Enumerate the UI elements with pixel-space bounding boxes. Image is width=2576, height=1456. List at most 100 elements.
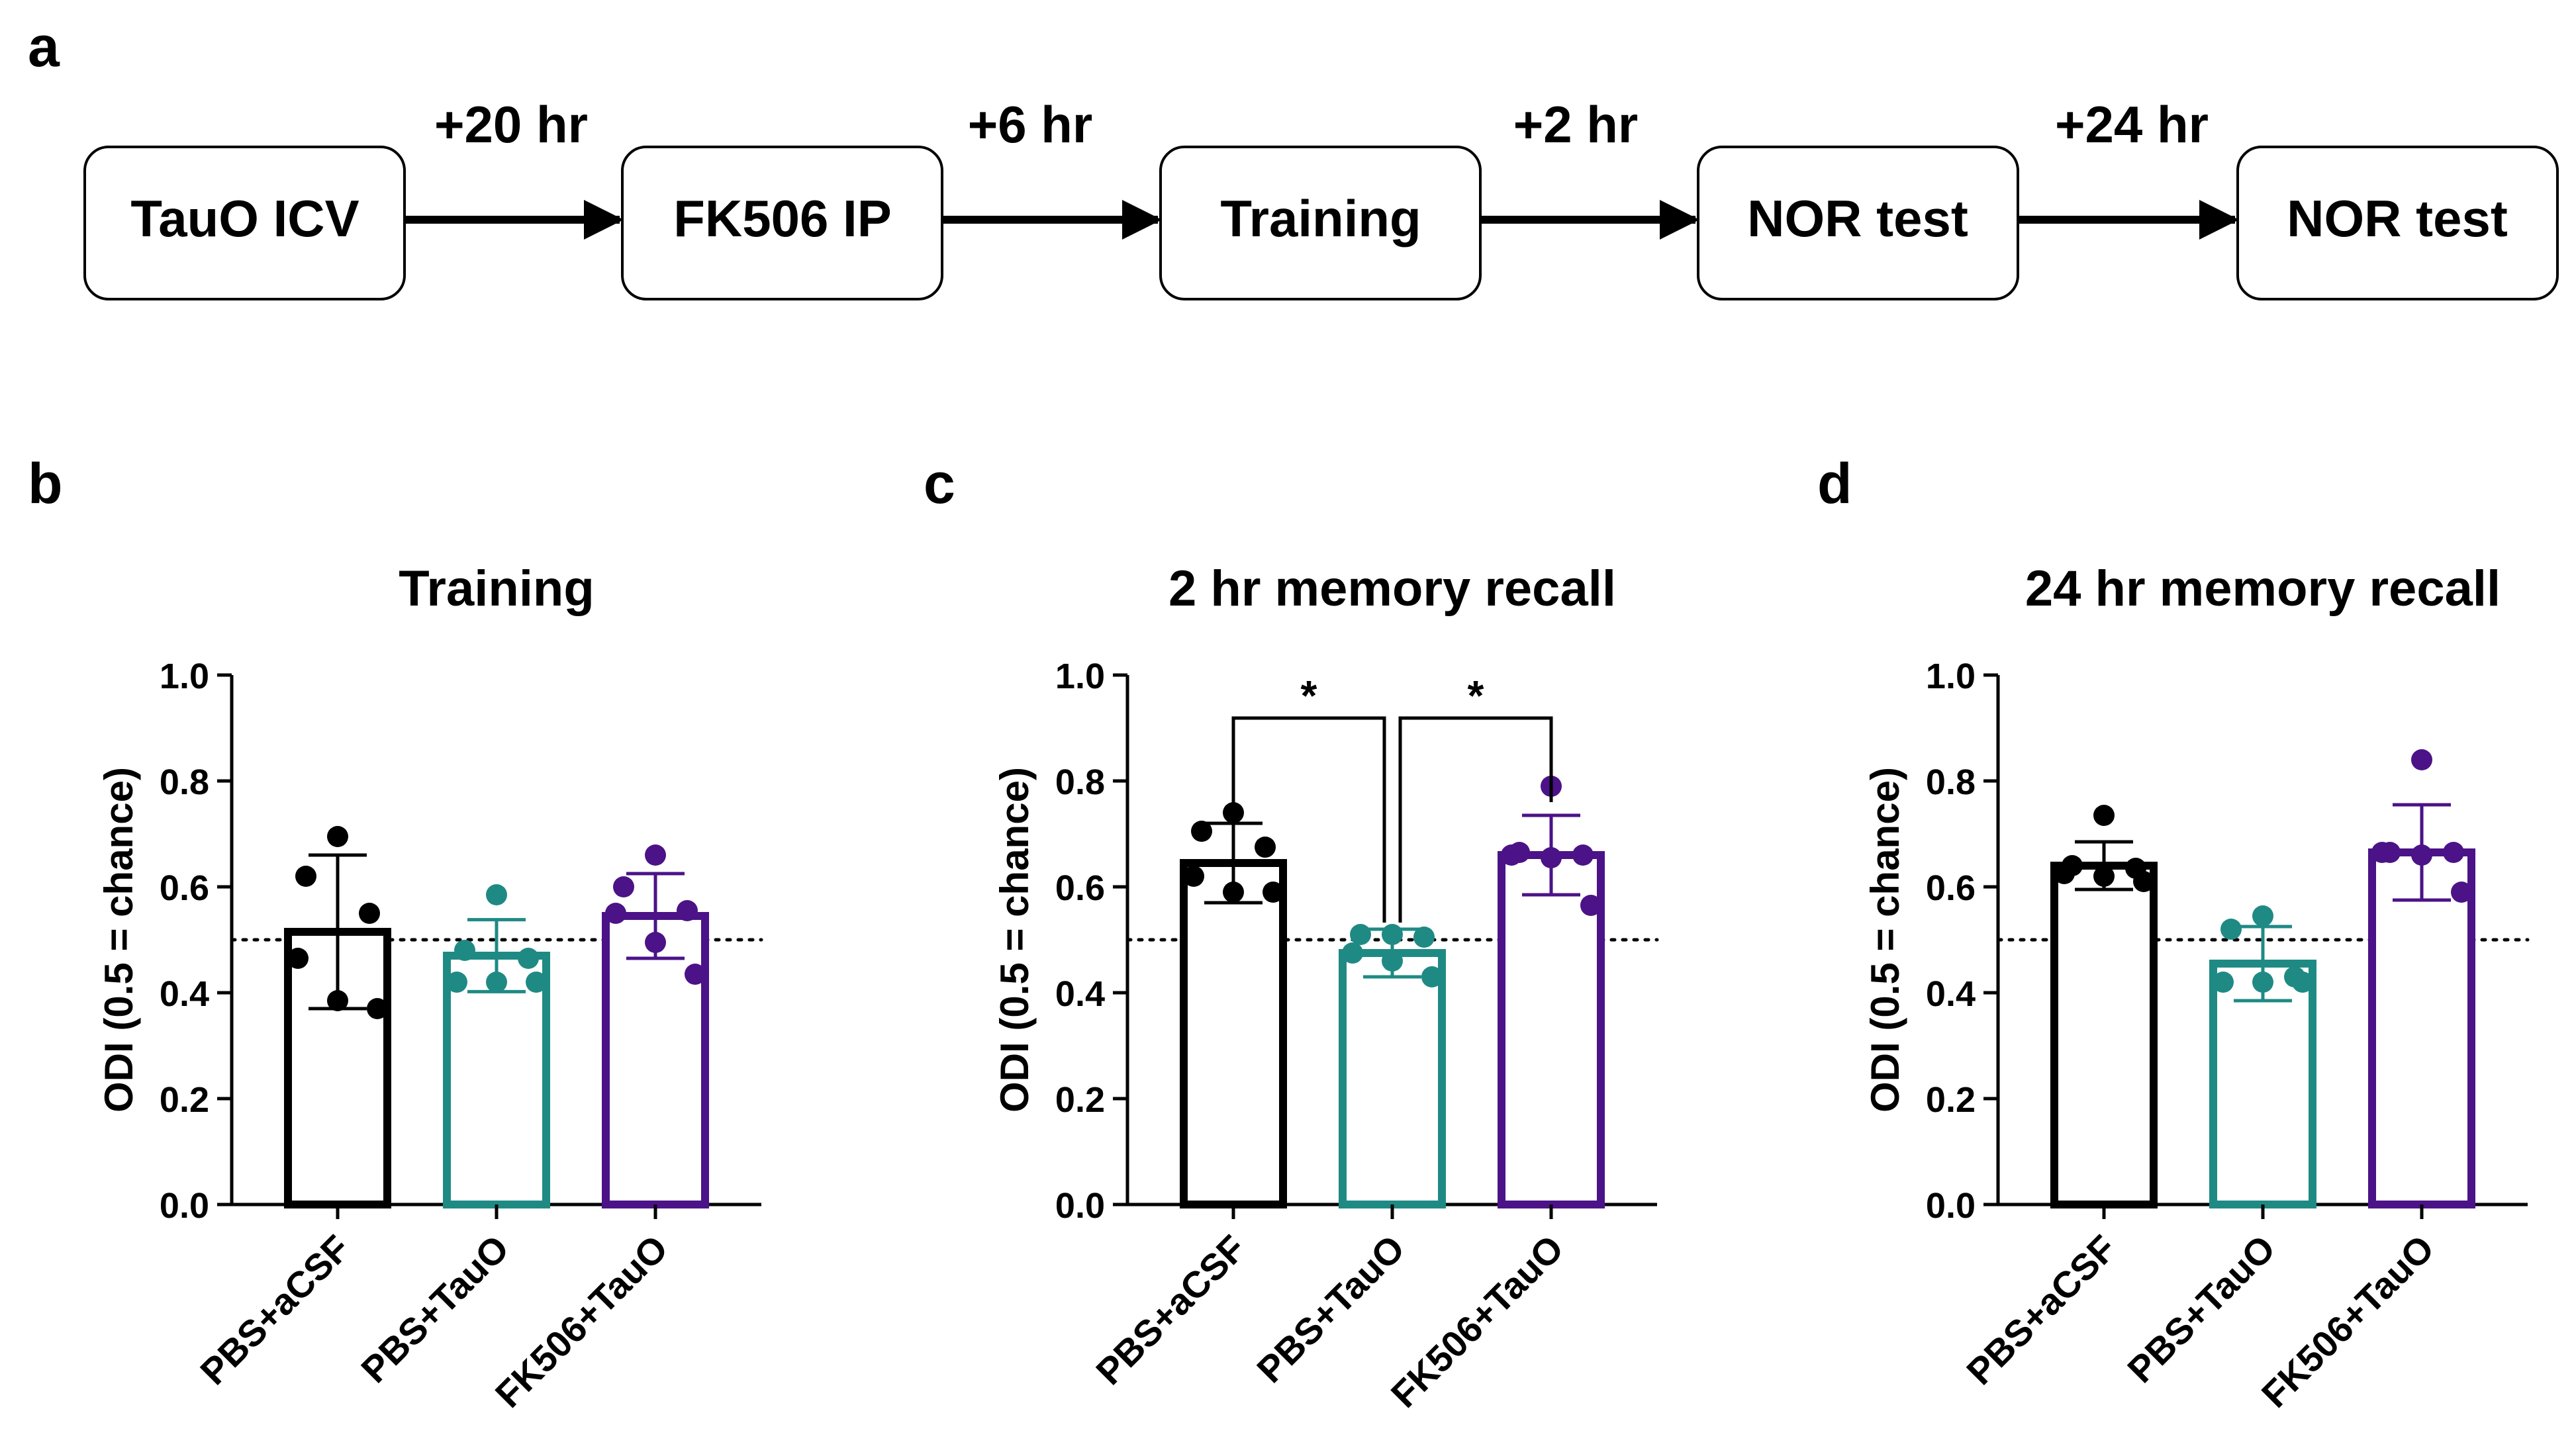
data-point [2252, 905, 2273, 927]
y-tick-label: 0.0 [1926, 1186, 1976, 1226]
significance-bracket [1398, 716, 1553, 923]
x-tick-label: PBS+TauO [353, 1227, 516, 1390]
y-tick-label: 0.6 [160, 868, 209, 908]
data-point [2220, 919, 2242, 940]
y-tick-label: 0.4 [1926, 974, 1976, 1014]
y-tick-label: 0.0 [160, 1186, 209, 1226]
timeline-box-2-label: FK506 IP [673, 189, 891, 248]
data-point [1183, 866, 1204, 887]
x-tick-label: PBS+TauO [1249, 1227, 1412, 1390]
data-point [295, 866, 316, 887]
bar-PBS+aCSF [1180, 859, 1287, 1208]
chart-title: 2 hr memory recall [1169, 561, 1616, 617]
interval-label-1: +20 hr [434, 95, 588, 154]
y-tick-label: 1.0 [160, 657, 209, 696]
chart-title: 24 hr memory recall [2025, 561, 2501, 617]
y-axis-label: ODI (0.5 = chance) [992, 767, 1037, 1113]
data-point [645, 932, 666, 953]
data-point [486, 884, 507, 905]
data-point [446, 972, 467, 993]
timeline-box-4-label: NOR test [1747, 189, 1968, 248]
data-point [2133, 871, 2154, 892]
data-point [2451, 882, 2472, 903]
chart-title: Training [399, 561, 595, 617]
y-tick-label: 0.6 [1055, 868, 1105, 908]
data-point [677, 900, 698, 921]
timeline-box-1-label: TauO ICV [130, 189, 359, 248]
panel-label-a: a [28, 15, 60, 79]
data-point [2411, 844, 2432, 866]
data-point [327, 990, 348, 1011]
x-tick-label: PBS+TauO [2119, 1227, 2283, 1390]
bar-FK506+TauO [2368, 848, 2475, 1208]
data-point [1382, 924, 1403, 945]
data-point [613, 876, 634, 897]
x-tick-label: PBS+aCSF [1958, 1227, 2124, 1392]
data-point [454, 940, 475, 961]
significance-label: * [1468, 672, 1484, 719]
data-point [1342, 942, 1363, 964]
data-point [1223, 882, 1244, 903]
data-point [1541, 847, 1562, 868]
chart-panel-b: Training 0.0 0.2 0.4 0.6 0.8 1.0 ODI (0.5 = cha… [97, 561, 763, 1416]
data-point [526, 972, 547, 993]
data-point [1255, 837, 1276, 858]
interval-label-4: +24 hr [2055, 95, 2209, 154]
data-point [2371, 842, 2393, 863]
data-point [1572, 844, 1594, 866]
timeline-box-1 [83, 146, 406, 300]
y-tick-label: 0.4 [1055, 974, 1105, 1014]
interval-label-3: +2 hr [1513, 95, 1639, 154]
interval-label-2: +6 hr [968, 95, 1093, 154]
significance-bracket [1231, 716, 1386, 923]
data-point [2093, 866, 2115, 887]
data-point [1501, 844, 1522, 866]
data-point [287, 948, 309, 969]
panel-a-timeline: a TauO ICV FK506 IP Training NOR test NO… [28, 15, 2559, 300]
charts: Training 0.0 0.2 0.4 0.6 0.8 1.0 ODI (0.5 = cha… [97, 561, 2530, 1416]
data-point [2292, 972, 2313, 993]
data-point [645, 844, 666, 866]
y-tick-label: 1.0 [1926, 657, 1976, 696]
data-point [605, 903, 626, 924]
data-point [1382, 950, 1403, 972]
y-axis-label: ODI (0.5 = chance) [97, 767, 141, 1113]
bar-PBS+aCSF [2050, 862, 2158, 1208]
panel-label-b: b [28, 452, 63, 516]
data-point [518, 948, 539, 969]
data-point [486, 972, 507, 993]
data-point [1421, 966, 1443, 987]
y-tick-label: 0.8 [1055, 762, 1105, 802]
bar-PBS+TauO [443, 952, 550, 1208]
data-point [2213, 972, 2234, 993]
data-point [1263, 882, 1284, 903]
bar-PBS+TauO [1339, 949, 1446, 1208]
chart-panel-c: 2 hr memory recall 0.0 0.2 0.4 0.6 0.8 1.0 ODI … [992, 561, 1659, 1416]
data-point [1223, 802, 1244, 823]
y-tick-label: 1.0 [1055, 657, 1105, 696]
y-tick-label: 0.2 [160, 1080, 209, 1120]
y-tick-label: 0.6 [1926, 868, 1976, 908]
panel-label-d: d [1817, 452, 1852, 516]
y-tick-label: 0.2 [1055, 1080, 1105, 1120]
data-point [2093, 805, 2115, 826]
data-point [685, 964, 706, 985]
timeline-box-5-label: NOR test [2287, 189, 2508, 248]
x-tick-label: PBS+aCSF [1088, 1227, 1253, 1392]
data-point [2252, 972, 2273, 993]
chart-panel-d: 24 hr memory recall 0.0 0.2 0.4 0.6 0.8 1.0 ODI… [1863, 561, 2530, 1416]
data-point [2411, 749, 2432, 770]
significance-label: * [1301, 672, 1317, 719]
x-tick-label: PBS+aCSF [192, 1227, 358, 1392]
data-point [359, 903, 380, 924]
y-tick-label: 0.0 [1055, 1186, 1105, 1226]
y-tick-label: 0.8 [160, 762, 209, 802]
panel-label-c: c [924, 452, 955, 516]
y-tick-label: 0.8 [1926, 762, 1976, 802]
data-point [1413, 927, 1435, 948]
data-point [1580, 895, 1601, 916]
data-point [327, 826, 348, 847]
data-point [2443, 842, 2464, 863]
y-tick-label: 0.4 [160, 974, 209, 1014]
